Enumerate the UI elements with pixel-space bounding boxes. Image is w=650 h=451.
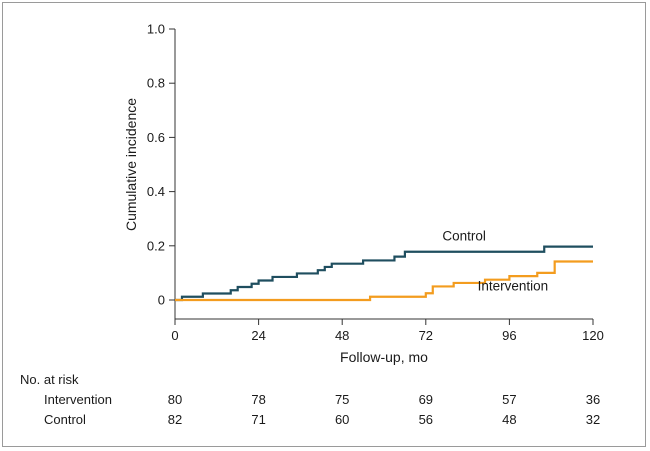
y-tick-label: 0.6	[147, 130, 165, 145]
x-axis-title: Follow-up, mo	[340, 349, 428, 365]
risk-table-title: No. at risk	[20, 372, 79, 387]
series-labels: Control Intervention	[442, 228, 548, 293]
y-tick-label: 0.4	[147, 184, 165, 199]
series-label-control: Control	[442, 228, 486, 243]
x-tick-label: 96	[502, 328, 516, 343]
risk-count: 57	[502, 392, 516, 407]
risk-count: 60	[335, 412, 349, 427]
series-line-intervention	[175, 260, 593, 302]
risk-row-label-intervention: Intervention	[44, 392, 112, 407]
risk-count: 32	[586, 412, 600, 427]
x-tick-label: 48	[335, 328, 349, 343]
series-lines	[175, 245, 593, 302]
figure-frame	[2, 2, 646, 447]
risk-row-label-control: Control	[44, 412, 86, 427]
risk-count: 82	[168, 412, 182, 427]
risk-count: 71	[251, 412, 265, 427]
y-tick-label: 0.2	[147, 238, 165, 253]
y-tick-label: 1.0	[147, 22, 165, 37]
axes: 0 0.2 0.4 0.6 0.8 1.0 0 24 48 72 96 120 Follow-up, m…	[123, 22, 604, 366]
y-tick-label: 0	[158, 293, 165, 308]
x-tick-label: 120	[582, 328, 604, 343]
series-label-intervention: Intervention	[478, 279, 549, 294]
series-line-control	[175, 245, 593, 302]
x-tick-label: 24	[251, 328, 265, 343]
risk-count: 69	[419, 392, 433, 407]
x-tick-label: 0	[171, 328, 178, 343]
risk-count: 56	[419, 412, 433, 427]
y-axis-title: Cumulative incidence	[123, 98, 139, 231]
y-tick-label: 0.8	[147, 76, 165, 91]
risk-count: 36	[586, 392, 600, 407]
risk-count: 80	[168, 392, 182, 407]
risk-count: 78	[251, 392, 265, 407]
risk-table: No. at risk Intervention 80 78 75 69 57 36 Contr…	[20, 372, 600, 427]
risk-count: 48	[502, 412, 516, 427]
x-tick-label: 72	[419, 328, 433, 343]
risk-count: 75	[335, 392, 349, 407]
